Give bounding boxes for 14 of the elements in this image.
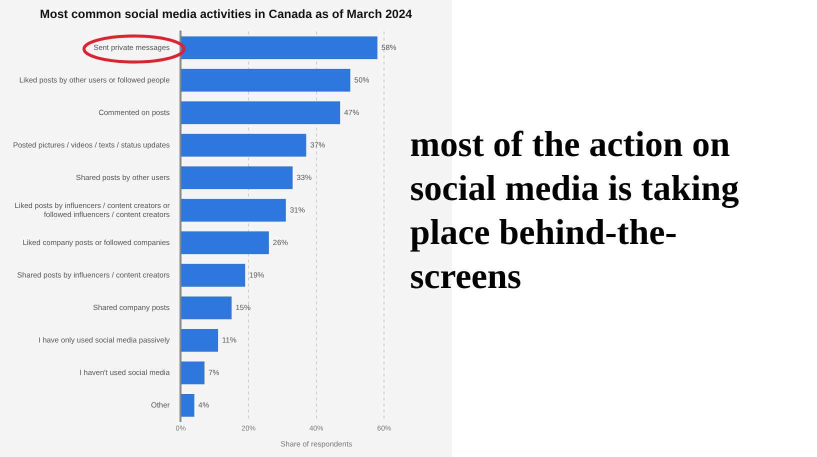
bar bbox=[181, 166, 293, 190]
chart-title: Most common social media activities in Canada as of March 2024 bbox=[38, 7, 414, 21]
bar bbox=[181, 328, 218, 352]
bar bbox=[181, 296, 232, 320]
annotation: most of the action on social media is taking place behind-the-screens bbox=[410, 123, 740, 298]
bar bbox=[181, 36, 378, 60]
bar bbox=[181, 68, 350, 92]
bar bbox=[181, 198, 286, 222]
bar bbox=[181, 394, 194, 417]
bar bbox=[181, 101, 340, 124]
bar bbox=[181, 231, 269, 254]
bar bbox=[181, 361, 204, 384]
bar bbox=[181, 264, 246, 287]
bar bbox=[181, 134, 306, 157]
